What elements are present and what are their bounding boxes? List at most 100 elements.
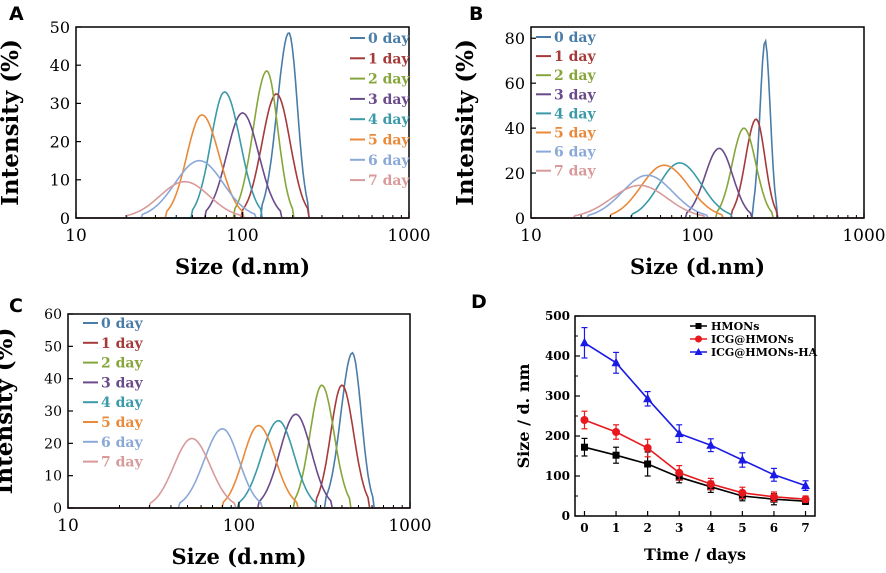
- data-point: [674, 428, 684, 438]
- legend-label: 3 day: [554, 87, 596, 103]
- legend-label: 3 day: [101, 375, 143, 391]
- legend-marker: [695, 323, 702, 329]
- data-point: [801, 495, 810, 504]
- y-tick-label: 20: [50, 132, 70, 151]
- legend-label: 1 day: [554, 49, 596, 65]
- legend-label: 0 day: [368, 31, 410, 47]
- legend-label: 4 day: [554, 106, 596, 122]
- legend-label: 2 day: [554, 68, 596, 84]
- y-tick-label: 60: [44, 307, 62, 323]
- y-tick-label: 0: [515, 209, 525, 228]
- x-tick-label: 3: [675, 521, 683, 535]
- x-tick-label: 100: [681, 226, 713, 246]
- y-tick-label: 10: [50, 171, 70, 190]
- x-axis-title: Size (d.nm): [171, 544, 306, 569]
- series-line: [584, 342, 806, 487]
- y-tick-label: 200: [545, 429, 570, 443]
- data-point: [580, 443, 588, 451]
- legend-label: 0 day: [101, 316, 143, 332]
- legend-label: ICG@HMONs-HA: [711, 346, 818, 359]
- legend-label: 3 day: [368, 92, 410, 108]
- data-point: [801, 480, 811, 490]
- y-tick-label: 50: [44, 339, 62, 355]
- panel-b: 0 20 40 60 80 10 100 1000 Size (d.nm) Intensity (…: [452, 3, 886, 279]
- x-tick-label: 2: [643, 521, 651, 535]
- y-tick-label: 40: [44, 372, 62, 388]
- x-tick-label: 1000: [842, 226, 885, 246]
- y-tick-label: 40: [505, 119, 525, 138]
- x-tick-label: 1000: [387, 226, 430, 246]
- y-tick-label: 20: [505, 164, 525, 183]
- legend-label: 7 day: [554, 164, 596, 180]
- data-point: [769, 469, 779, 479]
- panel-letter: C: [9, 295, 23, 317]
- data-point: [737, 455, 747, 464]
- x-tick-label: 5: [738, 521, 746, 535]
- y-axis-title: Size / d. nm: [514, 364, 533, 469]
- panel-letter: B: [469, 3, 483, 25]
- x-tick-label: 7: [801, 521, 809, 535]
- panel-letter: A: [9, 3, 24, 25]
- x-tick-label: 1000: [388, 516, 431, 536]
- y-tick-label: 400: [545, 349, 570, 363]
- data-point: [612, 451, 620, 459]
- y-tick-label: 10: [44, 469, 62, 485]
- y-tick-label: 0: [562, 509, 570, 523]
- data-point: [611, 357, 621, 367]
- legend-label: 1 day: [101, 336, 143, 352]
- x-axis-title: Size (d.nm): [175, 254, 310, 279]
- data-point: [579, 337, 589, 347]
- legend-label: 1 day: [368, 51, 410, 67]
- y-axis-title: Intensity (%): [452, 39, 479, 206]
- x-tick-label: 100: [223, 516, 255, 536]
- y-tick-label: 30: [44, 404, 62, 420]
- legend: 0 day 1 day 2 day 3 day 4 day 5 day 6 day 7 day: [350, 31, 410, 189]
- legend: 0 day 1 day 2 day 3 day 4 day 5 day 6 day 7 day: [83, 316, 143, 471]
- data-point: [738, 488, 747, 497]
- y-tick-label: 80: [505, 29, 525, 48]
- legend-marker: [694, 348, 703, 355]
- data-point: [643, 444, 652, 452]
- y-tick-label: 60: [505, 74, 525, 93]
- y-tick-label: 40: [50, 56, 70, 75]
- x-axis-title: Time / days: [644, 545, 746, 564]
- y-tick-label: 0: [53, 501, 62, 517]
- legend-label: 7 day: [368, 173, 410, 189]
- legend-label: 4 day: [101, 395, 143, 411]
- legend-label: ICG@HMONs: [711, 333, 794, 346]
- x-tick-label: 10: [57, 516, 79, 536]
- x-tick-label: 1: [612, 521, 620, 535]
- y-tick-label: 20: [44, 436, 62, 452]
- legend-label: 5 day: [368, 133, 410, 149]
- y-tick-label: 30: [50, 94, 70, 113]
- data-point: [643, 393, 653, 403]
- legend-label: 4 day: [368, 112, 410, 128]
- data-point: [612, 428, 621, 436]
- legend-marker: [695, 335, 702, 343]
- legend-label: 2 day: [368, 72, 410, 88]
- x-tick-label: 4: [707, 521, 715, 535]
- x-tick-label: 10: [65, 226, 87, 246]
- series-ICG@HMONs: [580, 410, 810, 504]
- legend: 0 day 1 day 2 day 3 day 4 day 5 day 6 day 7 day: [536, 30, 596, 180]
- x-tick-label: 6: [770, 521, 778, 535]
- legend-label: 7 day: [101, 455, 143, 471]
- legend-label: 2 day: [101, 356, 143, 372]
- legend-label: 5 day: [554, 126, 596, 142]
- panel-letter: D: [471, 291, 487, 313]
- x-axis-title: Size (d.nm): [630, 254, 765, 279]
- y-tick-label: 300: [545, 389, 570, 403]
- y-axis-title: Intensity (%): [0, 328, 18, 495]
- data-point: [580, 416, 589, 424]
- legend-label: 0 day: [554, 30, 596, 46]
- x-tick-label: 10: [520, 226, 542, 246]
- legend-label: 5 day: [101, 415, 143, 431]
- data-point: [769, 492, 778, 501]
- y-tick-label: 500: [545, 309, 570, 323]
- data-point: [644, 460, 652, 468]
- data-point: [706, 440, 716, 449]
- panel-d: 0 100 200 300 400 500 0 1 2 3 4 5 6 7 Time / days Size …: [471, 291, 818, 564]
